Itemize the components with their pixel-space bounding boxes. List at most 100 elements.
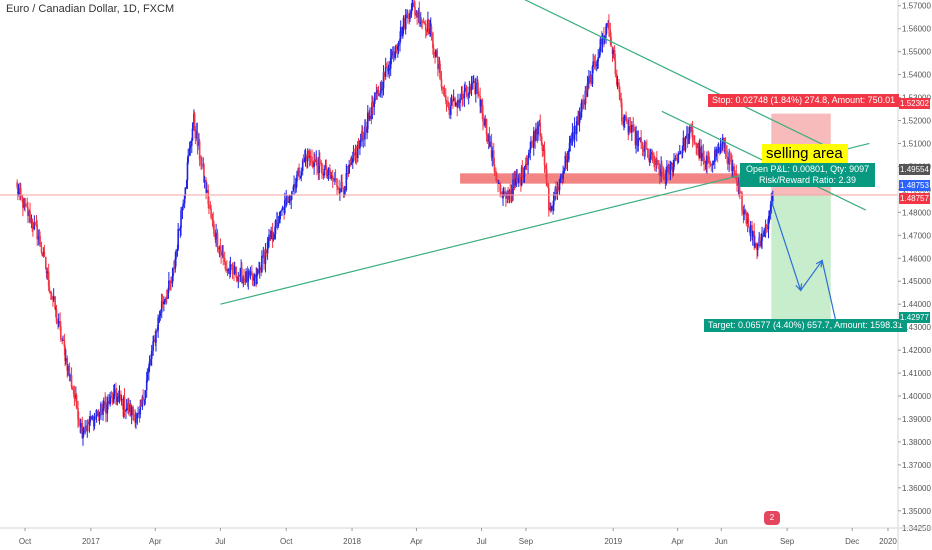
candle-body xyxy=(177,229,179,249)
candle-body xyxy=(54,296,56,310)
candle-body xyxy=(295,181,298,189)
candle-body xyxy=(229,264,232,274)
candle-body xyxy=(605,26,607,36)
candle-body xyxy=(448,107,451,115)
candle-body xyxy=(399,38,401,45)
candle-body xyxy=(563,167,566,172)
candle-body xyxy=(596,61,599,65)
candle-body xyxy=(290,195,293,201)
candle-body xyxy=(764,225,767,231)
candle-body xyxy=(669,164,672,175)
candle-body xyxy=(437,57,439,69)
candle-body xyxy=(362,135,365,140)
candle-body xyxy=(235,266,237,278)
candle-body xyxy=(580,100,583,112)
candle-body xyxy=(421,21,423,23)
candle-body xyxy=(462,97,464,99)
candle-body xyxy=(591,66,594,84)
candle-body xyxy=(422,21,425,23)
candle-body xyxy=(620,99,622,103)
candle-body xyxy=(583,101,585,105)
candle-body xyxy=(470,83,473,91)
candle-body xyxy=(477,94,480,97)
candle-body xyxy=(419,20,422,24)
candle-body xyxy=(258,267,261,270)
candle-body xyxy=(562,171,564,180)
candle-body xyxy=(364,126,367,133)
candle-body xyxy=(374,92,376,102)
candle-body xyxy=(754,243,756,247)
candle-body xyxy=(459,99,461,103)
candle-body xyxy=(517,176,520,183)
candle-body xyxy=(701,152,703,161)
candle-body xyxy=(454,98,456,106)
price-tag-stop: 1.52302 xyxy=(899,98,930,109)
candle-body xyxy=(288,200,291,202)
candle-body xyxy=(698,147,701,158)
candle-body xyxy=(711,164,714,166)
x-tick-label: Oct xyxy=(280,537,293,546)
candle-body xyxy=(615,73,618,85)
candle-body xyxy=(489,141,491,147)
candle-body xyxy=(648,158,651,160)
candle-body xyxy=(706,156,708,165)
candle-body xyxy=(139,405,142,415)
candle-body xyxy=(210,208,212,218)
plot-background xyxy=(0,0,898,550)
candle-body xyxy=(616,82,619,85)
candle-body xyxy=(381,88,383,91)
candle-body xyxy=(66,358,69,371)
candle-body xyxy=(245,271,247,283)
candle-body xyxy=(286,196,289,203)
candle-body xyxy=(618,87,621,100)
candle-body xyxy=(673,160,675,167)
candle-body xyxy=(447,106,450,108)
candle-body xyxy=(172,268,174,276)
candle-body xyxy=(626,118,628,121)
candle-body xyxy=(548,187,550,211)
candle-body xyxy=(302,160,305,163)
candle-body xyxy=(575,121,578,134)
tradingview-logo-icon[interactable]: 2 xyxy=(764,511,780,525)
candle-body xyxy=(601,35,604,45)
candle-body xyxy=(499,183,501,192)
candle-body xyxy=(434,50,437,57)
candle-body xyxy=(535,128,537,142)
candle-body xyxy=(552,205,554,207)
candle-body xyxy=(741,193,743,211)
candle-body xyxy=(21,195,23,198)
candle-body xyxy=(52,296,55,300)
candle-body xyxy=(148,361,151,367)
candle-body xyxy=(60,326,62,340)
candle-body xyxy=(387,67,389,72)
candle-body xyxy=(361,131,364,136)
candle-body xyxy=(145,380,148,391)
y-tick-label: 1.40000 xyxy=(902,392,931,401)
candle-body xyxy=(545,165,547,170)
candle-body xyxy=(301,160,304,172)
candle-body xyxy=(311,156,313,163)
candle-body xyxy=(670,162,672,165)
candle-body xyxy=(100,403,103,415)
candle-body xyxy=(148,366,150,373)
candle-body xyxy=(67,365,69,371)
candle-body xyxy=(651,151,654,159)
y-tick-label: 1.46000 xyxy=(902,254,931,263)
candle-body xyxy=(106,402,109,414)
candle-body xyxy=(115,389,117,397)
price-tag-entry: 1.48757 xyxy=(899,193,930,204)
candle-body xyxy=(411,3,413,11)
candle-body xyxy=(153,339,155,342)
candle-body xyxy=(47,271,50,287)
candle-body xyxy=(565,155,568,163)
candle-body xyxy=(672,166,675,173)
candle-body xyxy=(769,205,772,211)
candle-body xyxy=(223,257,226,262)
candle-body xyxy=(208,204,210,207)
candle-body xyxy=(454,102,457,106)
candle-body xyxy=(359,140,362,142)
candle-body xyxy=(167,289,169,299)
candle-body xyxy=(239,268,242,277)
candle-body xyxy=(755,243,758,249)
candle-body xyxy=(389,57,392,69)
